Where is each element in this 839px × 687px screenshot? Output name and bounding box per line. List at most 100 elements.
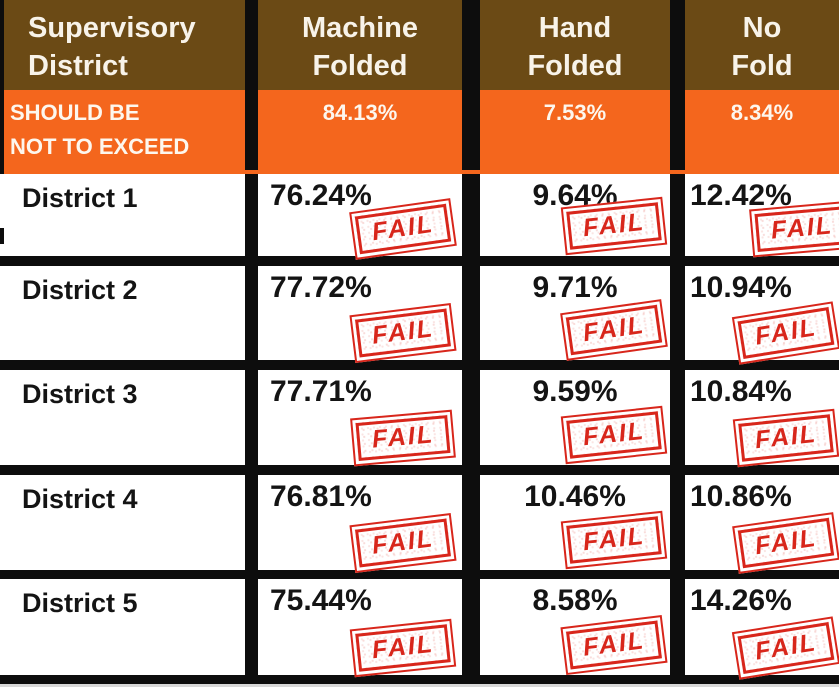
table-row-district-1: District 1 76.24% FAIL 9.64% FAIL 12.42%… [0,174,839,260]
hand-folded-cell: 8.58% FAIL [480,579,670,676]
fail-stamp: FAIL [560,510,668,570]
column-divider [462,370,480,465]
machine-folded-value: 75.44% [270,584,372,617]
row-divider [0,570,839,579]
table-row-district-4: District 4 76.81% FAIL 10.46% FAIL 10.86… [0,475,839,574]
machine-folded-cell: 75.44% FAIL [258,579,462,678]
fail-stamp-label: FAIL [566,411,662,459]
header-line: Hand [538,12,612,44]
fail-stamp: FAIL [349,302,457,364]
fail-stamp: FAIL [560,614,668,676]
no-fold-cell: 10.84% FAIL [685,370,839,468]
fail-stamp-label: FAIL [566,516,662,564]
hand-folded-cell: 9.64% FAIL [480,174,670,256]
threshold-machine-folded-value: 84.13% [258,90,462,170]
machine-folded-cell: 77.71% FAIL [258,370,462,467]
column-divider [462,90,480,170]
threshold-label-line: SHOULD BE [10,100,140,125]
column-divider [670,174,685,256]
threshold-label-line: NOT TO EXCEED [10,134,190,160]
col-header-machine-folded: Machine Folded [258,0,462,90]
fail-stamp: FAIL [349,512,457,574]
district-name: District 3 [22,379,138,409]
fail-stamp: FAIL [559,298,668,361]
column-divider [670,0,685,90]
column-divider [670,370,685,465]
fail-stamp: FAIL [349,618,457,678]
fail-stamp: FAIL [560,405,668,465]
fail-stamp-label: FAIL [354,203,452,255]
table-row-district-3: District 3 77.71% FAIL 9.59% FAIL 10.84%… [0,370,839,468]
col-header-no-fold: No Fold [685,0,839,90]
header-line: Machine [301,12,419,44]
fail-stamp-label: FAIL [355,414,451,461]
hand-folded-cell: 10.46% FAIL [480,475,670,570]
hand-folded-value: 10.46% [524,480,626,513]
no-fold-value: 14.26% [690,584,792,617]
table-row-district-5: District 5 75.44% FAIL 8.58% FAIL 14.26%… [0,579,839,680]
column-divider [462,475,480,570]
threshold-hand-folded-value: 7.53% [480,90,670,170]
fail-stamp-label: FAIL [565,620,662,670]
threshold-row: SHOULD BE NOT TO EXCEED 84.13% 7.53% 8.3… [0,90,839,170]
district-name: District 5 [22,588,138,618]
fail-stamp: FAIL [731,511,839,574]
threshold-no-fold-value: 8.34% [685,90,839,170]
hand-folded-value: 9.59% [532,375,618,408]
no-fold-value: 10.94% [690,271,792,304]
threshold-bottom-strip [0,170,839,174]
machine-folded-value: 76.24% [270,179,372,212]
column-divider [462,579,480,675]
column-divider [245,266,258,360]
fail-stamp-label: FAIL [355,624,451,672]
fail-stamp: FAIL [349,409,456,467]
fail-stamp-label: FAIL [737,517,835,569]
left-edge-tick [0,228,4,244]
row-divider [0,360,839,370]
fail-stamp-label: FAIL [754,205,839,252]
col-header-hand-folded: Hand Folded [480,0,670,90]
machine-folded-value: 77.72% [270,271,372,304]
district-name: District 4 [22,484,138,514]
district-name: District 1 [22,183,138,213]
fail-stamp-label: FAIL [354,518,451,568]
fail-stamp: FAIL [560,196,668,256]
col-header-supervisory-district: Supervisory District [0,0,245,90]
machine-folded-cell: 77.72% FAIL [258,266,462,364]
header-line: Fold [731,50,793,83]
fail-stamp-label: FAIL [565,304,663,356]
header-line: Supervisory [28,12,196,44]
header-line: No [742,12,782,44]
fail-stamp-label: FAIL [737,621,835,674]
header-line: Folded [312,50,408,83]
no-fold-value: 10.86% [690,480,792,513]
district-name: District 2 [22,275,138,305]
column-divider [670,90,685,170]
hand-folded-value: 9.71% [532,271,618,304]
hand-folded-cell: 9.71% FAIL [480,266,670,361]
column-divider [462,174,480,256]
column-divider [462,0,480,90]
column-divider [670,266,685,360]
machine-folded-cell: 76.81% FAIL [258,475,462,574]
header-line: District [28,50,128,83]
header-line: Folded [527,50,623,83]
row-divider [0,465,839,475]
column-divider [670,579,685,675]
table-bottom-border [0,675,839,684]
fail-stamp: FAIL [748,200,839,258]
no-fold-cell: 14.26% FAIL [685,579,839,680]
no-fold-cell: 10.86% FAIL [685,475,839,574]
column-divider [245,174,258,256]
no-fold-cell: 12.42% FAIL [685,174,839,258]
column-divider [245,0,258,90]
district-label-cell: District 3 [0,370,245,465]
column-divider [245,579,258,675]
left-edge-strip [0,0,4,174]
table-row-district-2: District 2 77.72% FAIL 9.71% FAIL 10.94%… [0,266,839,365]
column-divider [462,266,480,360]
district-label-cell: District 4 [0,475,245,570]
machine-folded-cell: 76.24% FAIL [258,174,462,260]
hand-folded-value: 8.58% [532,584,618,617]
